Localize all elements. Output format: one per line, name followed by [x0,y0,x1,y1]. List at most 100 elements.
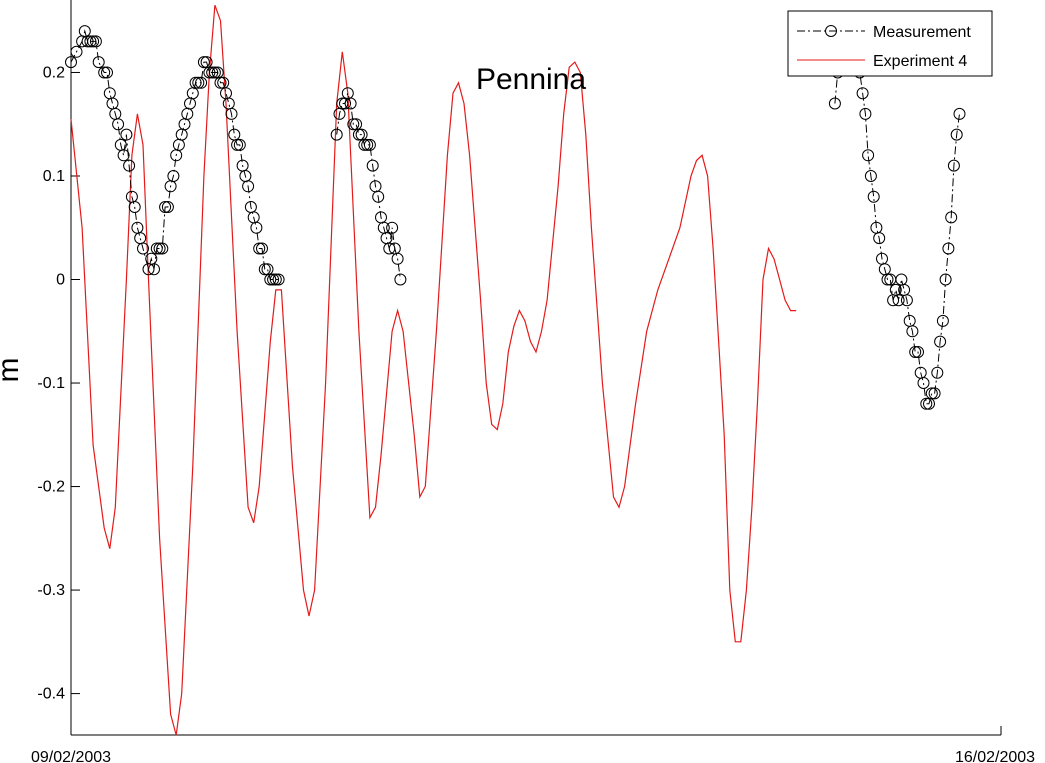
measurement-point [358,138,371,151]
measurement-point [148,263,160,276]
measurement-point [953,107,966,120]
measurement-point [909,346,922,358]
y-axis-label: m [0,358,25,383]
measurement-point [192,76,205,89]
measurement-point [859,107,872,120]
measurement-point [203,66,216,79]
measurement-point [386,221,399,234]
measurement-point [391,252,404,265]
measurement-point [159,201,172,213]
measurement-point [942,242,955,255]
measurement-point [137,242,149,255]
measurement-point [214,76,227,89]
measurement-point [330,128,343,141]
measurement-point [206,66,219,79]
experiment-4-line [70,4,797,736]
measurement-point [81,35,94,48]
measurement-point [153,242,166,255]
measurement-point [87,35,100,48]
measurement-point [231,138,244,151]
measurement-point [939,273,952,286]
measurement-point [931,366,944,379]
y-tick-label: 0.2 [43,64,65,81]
measurement-point [336,97,349,110]
measurement-point [92,56,105,69]
y-tick-label: -0.2 [37,479,65,496]
measurement-point [269,273,282,286]
legend-measurement-label: Measurement [873,24,971,41]
measurement-point [856,87,869,100]
measurement-point [222,97,235,110]
measurement-point [256,242,268,255]
measurement-point [106,97,119,110]
legend-box [787,10,993,77]
measurement-point [225,107,238,120]
y-tick-label: -0.1 [37,375,65,392]
measurement-point [258,263,271,276]
measurement-point [197,56,210,69]
measurement-point [366,159,379,172]
measurement-point [250,221,263,234]
measurement-point [208,66,221,79]
measurement-point [950,128,963,141]
measurement-point [828,97,841,110]
measurement-point [344,97,357,110]
measurement-point [167,170,180,182]
measurement-point [195,76,208,89]
chart-title: Pennina [476,63,586,96]
measurement-point [917,377,930,389]
measurement-point [120,128,133,141]
y-tick-label: 0.1 [43,168,65,185]
measurement-point [372,190,385,203]
measurement-point [253,242,266,255]
measurement-point [947,159,960,172]
measurement-point [363,138,376,151]
measurement-point [350,118,363,131]
measurement-point [912,346,924,358]
measurement-line-segment [834,18,960,405]
measurement-point [864,170,877,182]
measurement-point [895,273,908,286]
measurement-point [900,294,913,307]
measurement-point [267,273,280,286]
measurement-point [101,66,113,79]
legend-measurement-marker [825,25,837,37]
measurement-point [873,232,886,245]
measurement-point [70,45,83,58]
y-axis-ticks: 0.2 0.1 0 -0.1 -0.2 -0.3 -0.4 [37,64,80,703]
measurement-point [383,242,396,255]
measurement-point [881,273,894,286]
measurement-line-segment [70,29,279,280]
measurement-point [233,138,246,151]
y-tick-label: 0 [56,272,65,289]
measurement-line-segment [336,91,401,280]
measurement-point [920,397,933,410]
measurement-point [84,35,97,48]
measurement-point [347,118,360,131]
measurement-point [128,201,141,213]
measurement-point [862,149,875,162]
measurement-point [134,232,147,245]
measurement-point [936,314,949,327]
measurement-point [884,273,897,286]
measurement-point [892,294,905,307]
measurement-point [906,325,919,338]
legend-experiment-label: Experiment 4 [873,53,967,70]
measurement-point [123,159,136,172]
measurement-point [361,138,374,151]
measurement-point [352,128,365,141]
measurement-point [934,335,947,348]
measurement-point [925,387,938,400]
measurement-point [156,242,169,255]
measurement-point [161,201,174,213]
measurement-point [242,180,255,193]
measurement-point [98,66,111,79]
measurement-point [228,128,241,141]
series-experiment-4 [70,4,797,736]
measurement-point [65,56,77,69]
measurement-point [112,118,125,131]
measurement-point [394,273,407,286]
measurement-point [117,149,130,162]
measurement-point [103,87,116,100]
